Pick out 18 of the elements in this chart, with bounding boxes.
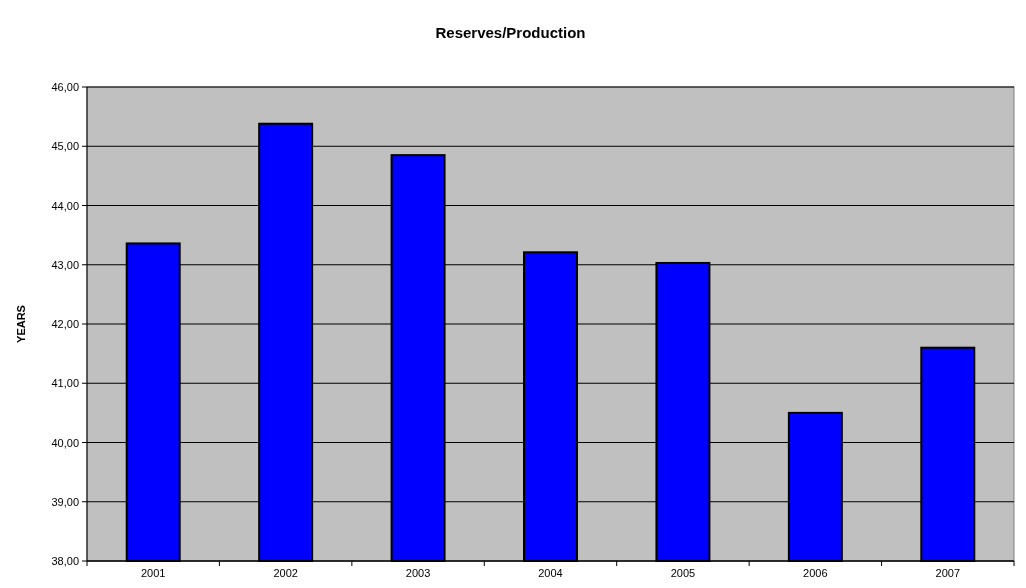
y-tick-label: 44,00 (51, 199, 79, 212)
x-tick-label: 2002 (273, 567, 298, 579)
x-tick-label: 2003 (405, 567, 431, 579)
y-tick-label: 46,00 (51, 81, 79, 93)
chart-title: Reserves/Production (435, 24, 586, 41)
x-tick-label: 2001 (140, 567, 166, 579)
y-tick-label: 41,00 (51, 377, 79, 390)
x-tick-label: 2004 (538, 567, 563, 579)
x-tick-label: 2006 (803, 567, 828, 579)
y-tick-label: 45,00 (51, 140, 79, 153)
x-tick-label: 2007 (935, 567, 961, 579)
y-tick-label: 38,00 (51, 555, 79, 567)
y-axis-title: YEARS (15, 305, 27, 343)
y-tick-label: 40,00 (51, 436, 79, 449)
y-tick-label: 43,00 (51, 258, 79, 271)
y-tick-label: 39,00 (51, 495, 79, 508)
y-tick-label: 42,00 (51, 318, 79, 330)
x-tick-label: 2005 (670, 567, 696, 579)
